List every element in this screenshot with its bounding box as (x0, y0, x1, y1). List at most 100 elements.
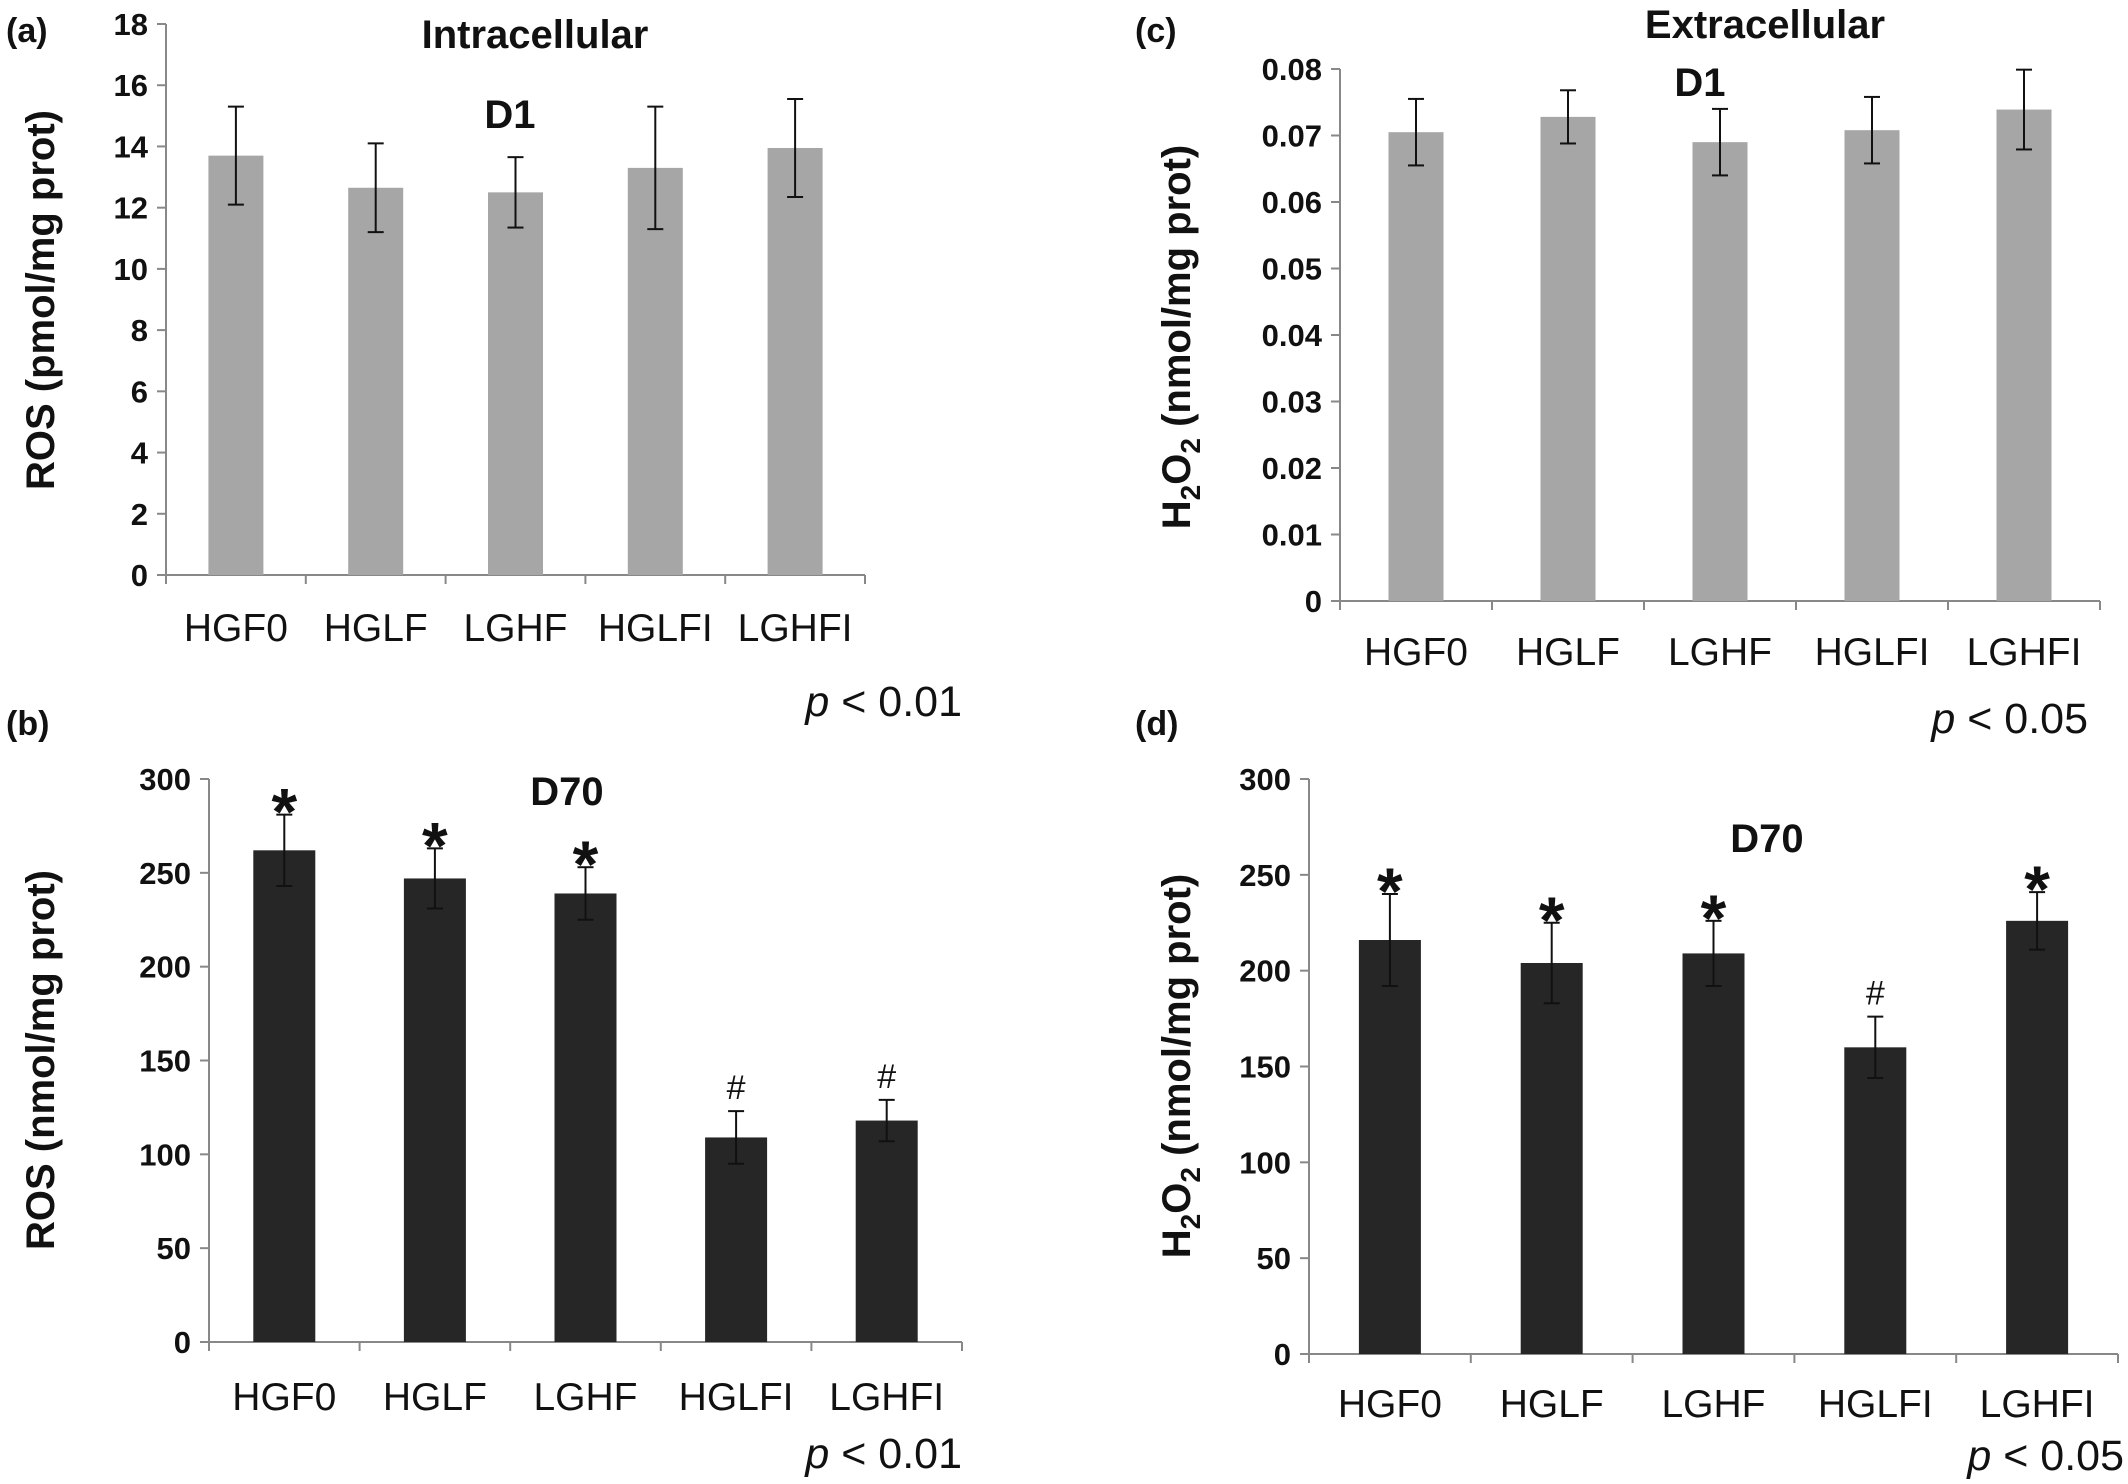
y-tick-label: 4 (131, 436, 149, 471)
bar (1520, 963, 1583, 1354)
y-tick-label: 0 (174, 1325, 191, 1360)
significance-hash: # (1866, 975, 1885, 1013)
y-tick-label: 0.01 (1262, 518, 1322, 553)
y-axis-title-subscript: 2 (1175, 1214, 1206, 1230)
y-tick-label: 12 (114, 191, 148, 226)
significance-hash: # (727, 1069, 746, 1107)
y-axis-title-part: (nmol/mg prot) (1155, 874, 1199, 1167)
bars-layer: HGF0 HGLF LGHF HGLFI LGHFI (1364, 68, 2082, 674)
panel-label: (b) (6, 705, 49, 743)
bar (1844, 1047, 1907, 1354)
y-tick-label: 2 (131, 497, 148, 532)
y-tick-label: 100 (1239, 1145, 1291, 1180)
p-value-note: p < 0.05 (1965, 1432, 2124, 1480)
y-tick-label: 250 (139, 856, 191, 891)
p-value-threshold: < 0.05 (1991, 1432, 2124, 1480)
panel-label: (c) (1135, 12, 1177, 50)
chart-subtitle: D70 (530, 770, 603, 814)
y-tick-label: 0.06 (1262, 185, 1322, 220)
y-axis-title-part: ROS (nmol/mg prot) (19, 870, 63, 1250)
x-category-label: HGLF (1500, 1383, 1604, 1426)
chart-title: Extracellular (1645, 3, 1885, 47)
x-category-label: LGHF (1661, 1383, 1765, 1426)
bar (1996, 109, 2052, 601)
y-tick-label: 0.04 (1262, 318, 1323, 353)
y-axis-title-part: O (1155, 1183, 1199, 1214)
y-tick-label: 6 (131, 374, 148, 409)
significance-hash: # (877, 1058, 896, 1096)
panel-b: (b) D70 0 50 100 150 200 250 300 ROS (nmol/mg p… (6, 705, 963, 1478)
significance-star: * (271, 775, 297, 849)
axis-layer: 0 50 100 150 200 250 300 ROS (nmol/mg prot) (19, 762, 963, 1360)
bars-layer: * HGF0 * HGLF * LGHF # HGLFI # LGHFI (232, 775, 944, 1419)
y-tick-label: 8 (131, 313, 148, 348)
y-tick-label: 10 (114, 252, 148, 287)
x-category-label: HGLFI (679, 1376, 794, 1419)
x-category-label: HGLF (324, 607, 428, 650)
bars-layer: * HGF0 * HGLF * LGHF # HGLFI * LGHFI (1338, 852, 2095, 1426)
y-tick-label: 50 (1257, 1241, 1291, 1276)
p-value-symbol: p (1929, 695, 1955, 743)
bar (348, 187, 404, 575)
p-value-threshold: < 0.05 (1955, 695, 2088, 743)
y-tick-label: 200 (139, 950, 191, 985)
x-category-label: LGHFI (738, 607, 853, 650)
y-axis-title: ROS (pmol/mg prot) (19, 110, 63, 490)
bar (767, 147, 823, 575)
p-value-threshold: < 0.01 (829, 678, 962, 726)
significance-star: * (1701, 881, 1727, 955)
x-category-label: LGHFI (1980, 1383, 2095, 1426)
x-category-label: HGLF (1516, 631, 1620, 674)
bar (855, 1120, 918, 1342)
y-tick-label: 250 (1239, 858, 1291, 893)
p-value-note: p < 0.01 (803, 678, 962, 726)
bar (554, 893, 617, 1342)
y-axis-title-part: (nmol/mg prot) (1155, 145, 1199, 438)
y-tick-label: 300 (139, 762, 191, 797)
bar (208, 155, 264, 575)
axis-layer: 0 2 4 6 8 10 12 14 16 18 ROS (pmol/mg prot) (19, 7, 866, 593)
y-tick-label: 0.08 (1262, 52, 1322, 87)
y-tick-label: 150 (1239, 1050, 1291, 1085)
significance-star: * (573, 827, 599, 901)
bar (1388, 132, 1444, 602)
y-axis-title-subscript: 2 (1175, 438, 1206, 454)
y-tick-label: 200 (1239, 954, 1291, 989)
y-tick-label: 0 (1274, 1337, 1291, 1372)
y-tick-label: 100 (139, 1137, 191, 1172)
x-category-label: HGF0 (184, 607, 288, 650)
bar (403, 878, 466, 1342)
y-axis-title-part: O (1155, 454, 1199, 485)
chart-title: Intracellular (422, 13, 649, 57)
y-tick-label: 0 (1305, 584, 1322, 619)
y-axis-title-subscript: 2 (1175, 485, 1206, 501)
x-category-label: HGLFI (1818, 1383, 1933, 1426)
x-category-label: LGHF (1668, 631, 1772, 674)
y-axis-title-part: H (1155, 500, 1199, 529)
bar (253, 850, 316, 1342)
significance-star: * (1539, 883, 1565, 957)
bar (705, 1137, 768, 1342)
x-category-label: HGF0 (1338, 1383, 1442, 1426)
bars-layer: HGF0 HGLF LGHF HGLFI LGHFI (184, 97, 853, 650)
y-axis-title: ROS (nmol/mg prot) (19, 870, 63, 1250)
x-category-label: HGLF (383, 1376, 487, 1419)
y-tick-label: 150 (139, 1044, 191, 1079)
y-tick-label: 16 (114, 68, 148, 103)
x-category-label: HGLFI (598, 607, 713, 650)
significance-star: * (2024, 852, 2050, 926)
panel-label: (d) (1135, 705, 1178, 743)
x-category-label: LGHFI (1967, 631, 2082, 674)
p-value-symbol: p (1965, 1432, 1991, 1480)
panel-label: (a) (6, 12, 48, 50)
y-axis-title: H2O2 (nmol/mg prot) (1155, 145, 1206, 529)
significance-star: * (422, 808, 448, 882)
y-tick-label: 0.05 (1262, 252, 1322, 287)
y-axis-title-part: H (1155, 1229, 1199, 1258)
x-category-label: LGHFI (829, 1376, 944, 1419)
y-axis-title-subscript: 2 (1175, 1167, 1206, 1183)
